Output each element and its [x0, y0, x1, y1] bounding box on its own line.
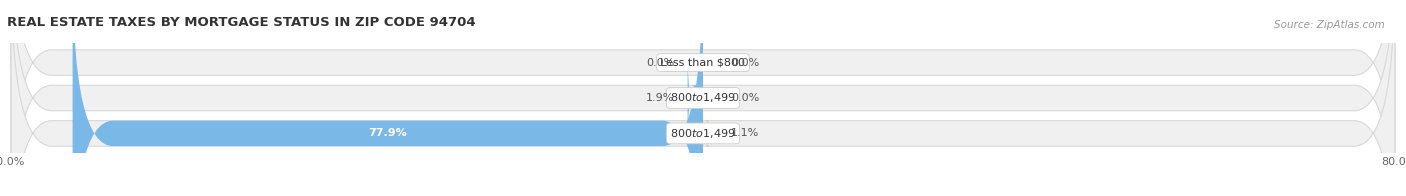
- Text: REAL ESTATE TAXES BY MORTGAGE STATUS IN ZIP CODE 94704: REAL ESTATE TAXES BY MORTGAGE STATUS IN …: [7, 16, 475, 29]
- FancyBboxPatch shape: [688, 57, 703, 139]
- Text: 1.1%: 1.1%: [731, 128, 759, 138]
- Text: $800 to $1,499: $800 to $1,499: [671, 92, 735, 104]
- Text: 0.0%: 0.0%: [647, 58, 675, 68]
- FancyBboxPatch shape: [73, 0, 703, 196]
- FancyBboxPatch shape: [11, 0, 1395, 196]
- Text: 77.9%: 77.9%: [368, 128, 408, 138]
- Text: 1.9%: 1.9%: [647, 93, 675, 103]
- Text: Source: ZipAtlas.com: Source: ZipAtlas.com: [1274, 20, 1385, 30]
- Text: 0.0%: 0.0%: [731, 93, 759, 103]
- Text: 0.0%: 0.0%: [731, 58, 759, 68]
- FancyBboxPatch shape: [11, 0, 1395, 196]
- Text: Less than $800: Less than $800: [661, 58, 745, 68]
- FancyBboxPatch shape: [703, 115, 711, 152]
- FancyBboxPatch shape: [11, 0, 1395, 196]
- Text: $800 to $1,499: $800 to $1,499: [671, 127, 735, 140]
